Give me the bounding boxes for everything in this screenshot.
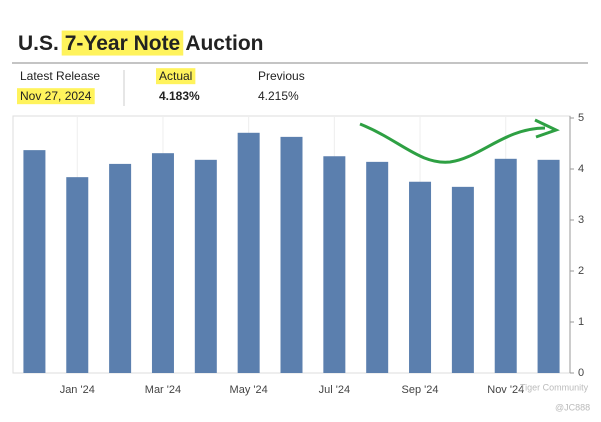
y-tick-label: 5 bbox=[578, 112, 584, 124]
y-tick-label: 4 bbox=[578, 163, 584, 175]
stat-value: Nov 27, 2024 bbox=[20, 89, 92, 103]
highlight bbox=[17, 88, 95, 105]
bar bbox=[451, 186, 474, 373]
stat-label: Previous bbox=[258, 69, 305, 83]
watermark: Tiger Community bbox=[520, 382, 589, 392]
plot: 0 1 2 3 4 5 Jan '24 Mar '24 May '24 Jul '24 Sep '2… bbox=[23, 112, 584, 396]
stat-label: Actual bbox=[159, 69, 192, 83]
title-part: 7-Year Note bbox=[65, 32, 181, 55]
x-tick-label: May '24 bbox=[230, 384, 268, 396]
bar bbox=[66, 177, 89, 373]
chart-title: U.S. 7-Year Note Auction bbox=[18, 32, 263, 55]
bar bbox=[280, 136, 303, 373]
x-tick-label: Jan '24 bbox=[60, 384, 95, 396]
highlight bbox=[156, 68, 196, 85]
stat-label: Latest Release bbox=[20, 69, 100, 83]
bar bbox=[409, 181, 432, 373]
x-tick-label: Jul '24 bbox=[319, 384, 350, 396]
bar bbox=[237, 132, 260, 373]
y-tick-label: 2 bbox=[578, 265, 584, 277]
bar bbox=[109, 163, 132, 373]
watermark: @JC888 bbox=[555, 402, 590, 412]
annotation-arrow-head bbox=[534, 118, 560, 139]
x-tick-label: Nov '24 bbox=[487, 384, 524, 396]
x-tick-label: Mar '24 bbox=[145, 384, 181, 396]
highlight bbox=[61, 30, 184, 56]
y-tick-label: 3 bbox=[578, 214, 584, 226]
y-tick-label: 0 bbox=[578, 367, 584, 379]
x-tick-label: Sep '24 bbox=[402, 384, 439, 396]
bar bbox=[494, 158, 517, 373]
bar bbox=[23, 150, 46, 373]
title-part: U.S. bbox=[18, 32, 59, 55]
annotation-arrow bbox=[359, 122, 546, 164]
bar bbox=[151, 153, 174, 373]
highlights bbox=[17, 30, 196, 105]
y-tick-label: 1 bbox=[578, 316, 584, 328]
bar bbox=[366, 161, 389, 373]
bar bbox=[537, 159, 560, 373]
stat-value: 4.183% bbox=[159, 89, 200, 103]
bar bbox=[194, 159, 217, 373]
bar bbox=[323, 156, 346, 373]
stat-value: 4.215% bbox=[258, 89, 299, 103]
title-part: Auction bbox=[185, 32, 263, 55]
